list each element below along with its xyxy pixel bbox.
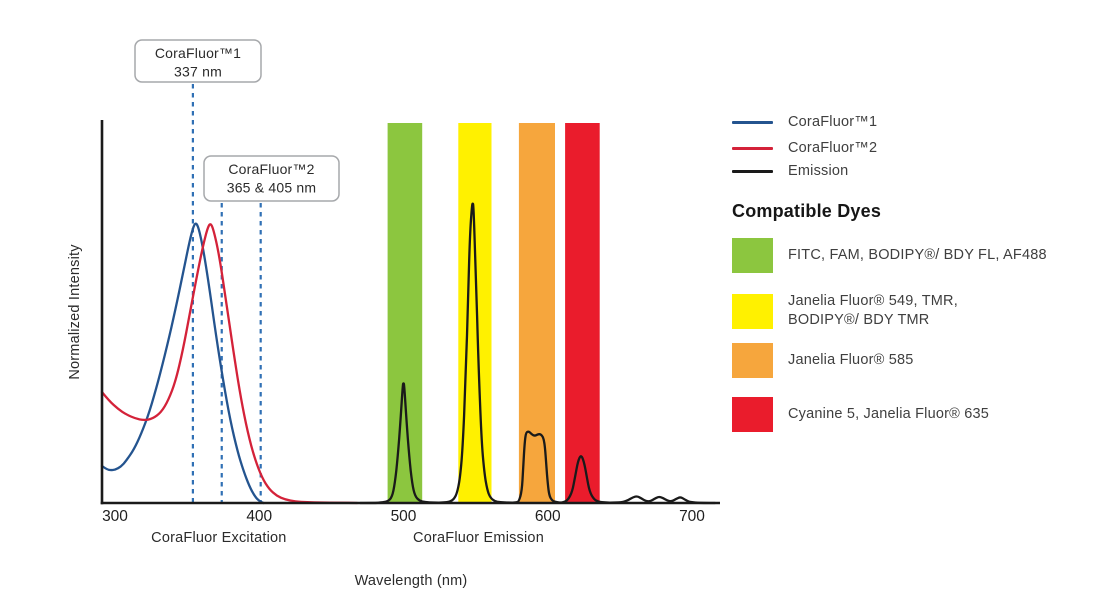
legend-line-emission <box>732 169 773 173</box>
dye-label-green: FITC, FAM, BODIPY®/ BDY FL, AF488 <box>788 246 1047 265</box>
dye-label-line: Janelia Fluor® 585 <box>788 352 914 368</box>
emission-curve <box>359 202 717 505</box>
axis-sublabel: CoraFluor Emission <box>413 530 544 546</box>
dye-label-red: Cyanine 5, Janelia Fluor® 635 <box>788 405 989 424</box>
dye-label-line: Janelia Fluor® 549, TMR, <box>788 293 958 309</box>
y-axis-title: Normalized Intensity <box>67 244 83 380</box>
x-tick-label: 500 <box>391 508 417 525</box>
dye-swatch-orange <box>732 343 773 378</box>
excitation-curve-corafluor2 <box>100 223 359 505</box>
dye-label-line: Cyanine 5, Janelia Fluor® 635 <box>788 406 990 422</box>
legend-item-corafluor1: CoraFluor™1 <box>732 112 877 132</box>
x-tick-label: 400 <box>246 508 272 525</box>
excitation-curve-corafluor1 <box>100 222 265 505</box>
dye-item-green: FITC, FAM, BODIPY®/ BDY FL, AF488 <box>732 238 1047 273</box>
annotation-text-line: 337 nm <box>174 64 222 80</box>
dye-label-yellow: Janelia Fluor® 549, TMR, BODIPY®/ BDY TM… <box>788 292 958 330</box>
legend-label-corafluor2: CoraFluor™2 <box>788 140 878 156</box>
x-tick-label: 600 <box>535 508 561 525</box>
dye-label-line: FITC, FAM, BODIPY®/ BDY FL, AF488 <box>788 247 1047 263</box>
x-tick-label: 700 <box>679 508 705 525</box>
dye-label-line: BODIPY®/ BDY TMR <box>788 312 930 328</box>
dye-item-orange: Janelia Fluor® 585 <box>732 343 914 378</box>
x-tick-label: 300 <box>102 508 128 525</box>
filter-band-red <box>565 123 600 503</box>
dye-swatch-red <box>732 397 773 432</box>
annotation-box <box>203 155 340 202</box>
legend-label-corafluor1: CoraFluor™1 <box>788 114 878 130</box>
annotation-box <box>134 39 262 83</box>
dye-swatch-yellow <box>732 293 773 329</box>
legend-panel: CoraFluor™1 CoraFluor™2 Emission Compati… <box>732 0 1107 612</box>
legend-item-corafluor2: CoraFluor™2 <box>732 138 877 158</box>
legend-label-emission: Emission <box>788 163 849 179</box>
dye-item-yellow: Janelia Fluor® 549, TMR, BODIPY®/ BDY TM… <box>732 292 958 330</box>
dye-item-red: Cyanine 5, Janelia Fluor® 635 <box>732 397 989 432</box>
x-axis-title: Wavelength (nm) <box>355 573 468 589</box>
dye-swatch-green <box>732 238 773 273</box>
annotation-callout: CoraFluor™1 337 nm <box>134 39 262 83</box>
annotation-text-line: CoraFluor™2 <box>228 161 314 177</box>
dye-label-orange: Janelia Fluor® 585 <box>788 351 914 370</box>
annotation-callout: CoraFluor™2 365 & 405 nm <box>203 155 340 202</box>
legend-line-corafluor1 <box>732 120 773 124</box>
axis-sublabel: CoraFluor Excitation <box>151 530 286 546</box>
filter-band-green <box>387 123 423 503</box>
annotation-text-line: CoraFluor™1 <box>155 45 241 61</box>
legend-line-corafluor2 <box>732 146 773 150</box>
spectra-chart: 300 400 500 600 700 CoraFluor Excitation CoraF… <box>67 39 720 589</box>
compatible-dyes-heading: Compatible Dyes <box>732 201 882 221</box>
legend-item-emission: Emission <box>732 161 848 181</box>
annotation-text-line: 365 & 405 nm <box>227 180 317 196</box>
